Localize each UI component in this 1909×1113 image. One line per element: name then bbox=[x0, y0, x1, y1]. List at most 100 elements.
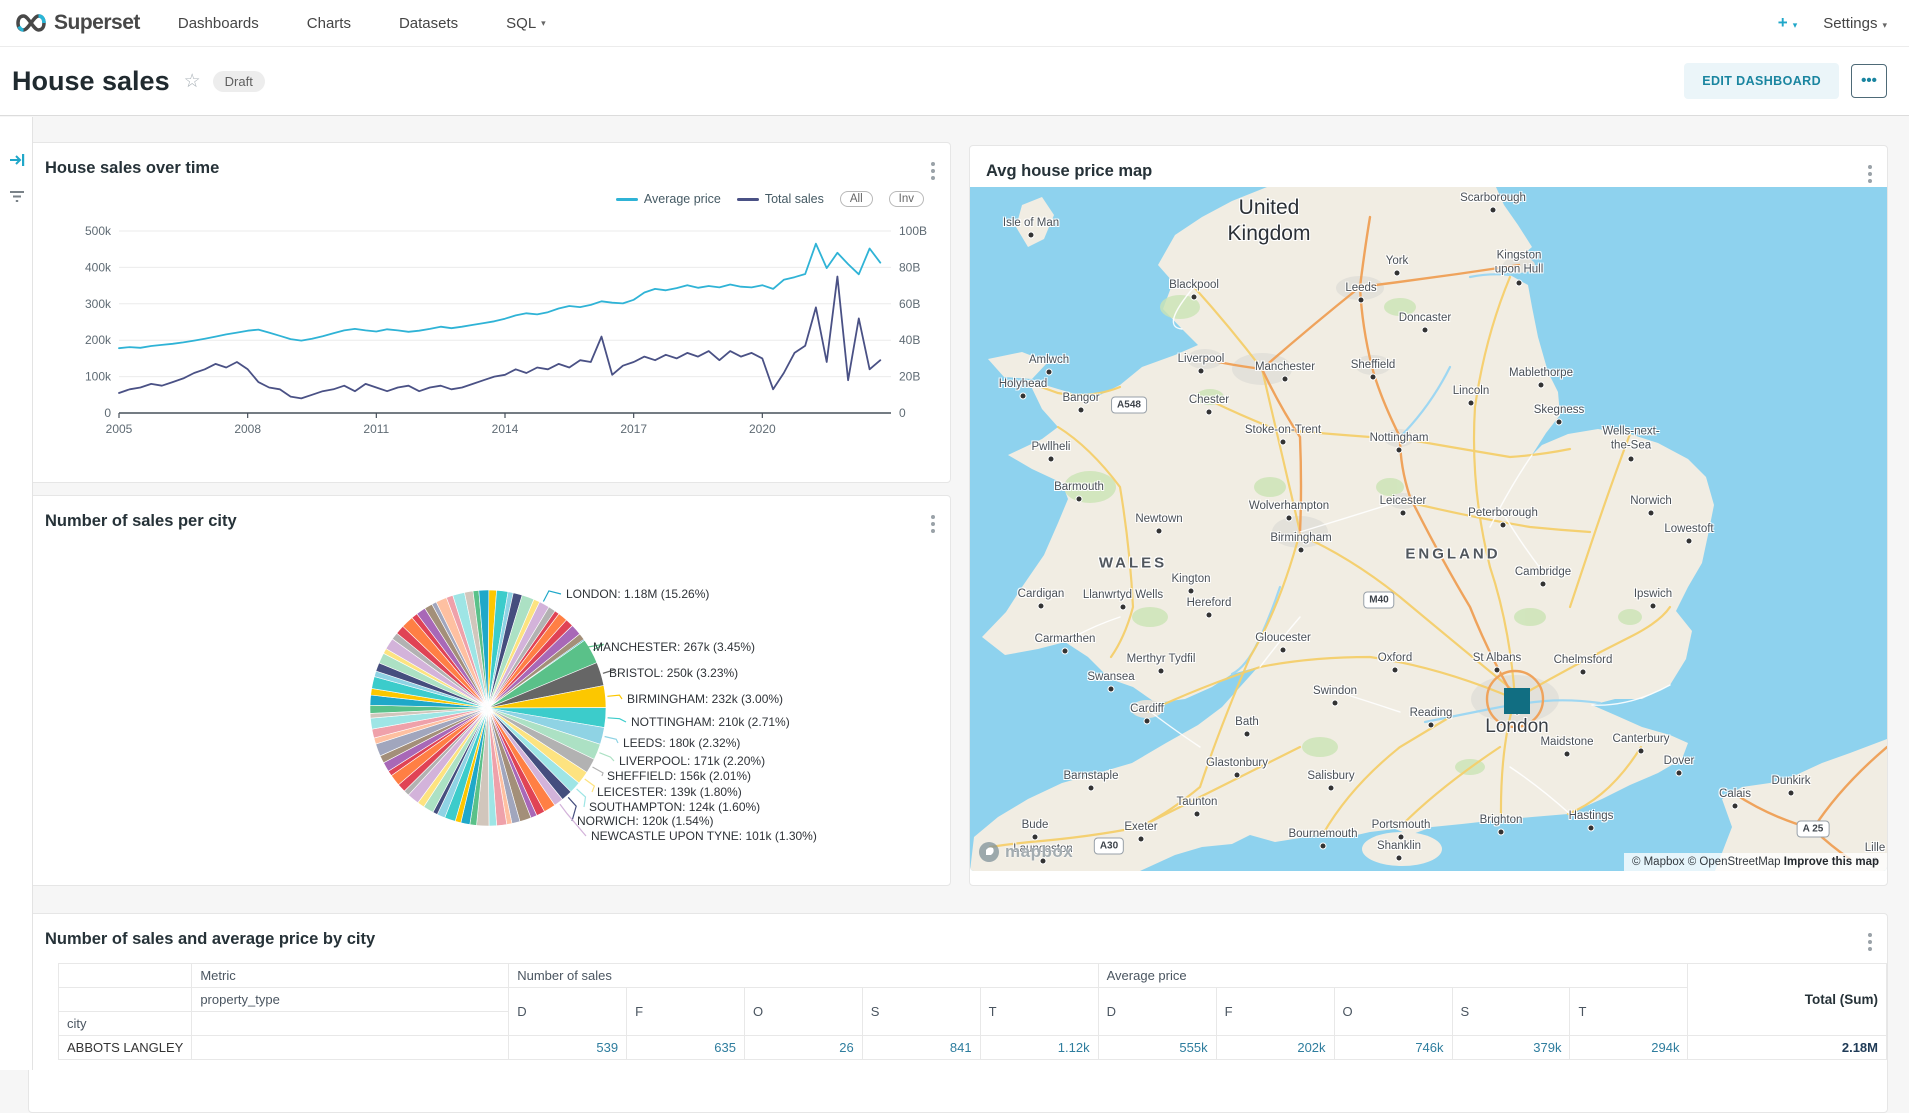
pie-slice-label: LONDON: 1.18M (15.26%) bbox=[566, 587, 710, 601]
value-cell[interactable]: 746k bbox=[1333, 1035, 1453, 1060]
map-label-england: ENGLAND bbox=[1405, 545, 1501, 563]
legend-item-total-sales[interactable]: Total sales bbox=[736, 192, 824, 206]
superset-logo[interactable]: Superset bbox=[0, 11, 154, 35]
map-place-dot bbox=[1540, 581, 1546, 587]
svg-text:0: 0 bbox=[899, 406, 906, 420]
map-place-dot bbox=[1280, 439, 1286, 445]
svg-text:80B: 80B bbox=[899, 260, 920, 274]
map-label-barmouth: Barmouth bbox=[1054, 480, 1104, 493]
nav-item-sql[interactable]: SQL ▾ bbox=[506, 14, 546, 32]
map-label-cardigan: Cardigan bbox=[1017, 587, 1065, 600]
legend-item-average-price[interactable]: Average price bbox=[615, 192, 721, 206]
map-label-doncaster: Doncaster bbox=[1398, 311, 1452, 324]
pie-slice-label: NORWICH: 120k (1.54%) bbox=[577, 814, 714, 828]
map-price-marker[interactable] bbox=[1504, 688, 1530, 714]
pie-slice-label: SOUTHAMPTON: 124k (1.60%) bbox=[589, 800, 761, 814]
map-label-scarborough: Scarborough bbox=[1460, 191, 1526, 204]
map-label-isle-of-man: Isle of Man bbox=[1002, 216, 1060, 229]
value-cell[interactable]: 841 bbox=[861, 1035, 981, 1060]
map-place-dot bbox=[1588, 825, 1594, 831]
chevron-down-icon: ▾ bbox=[541, 17, 546, 28]
dashboard-header: House sales ☆ Draft EDIT DASHBOARD ••• bbox=[0, 47, 1909, 116]
line-series-average-price bbox=[118, 242, 882, 350]
favorite-star-icon[interactable]: ☆ bbox=[183, 70, 201, 92]
dashboard-more-button[interactable]: ••• bbox=[1851, 64, 1887, 98]
value-cell[interactable]: 539 bbox=[508, 1035, 628, 1060]
map-label-york: York bbox=[1385, 254, 1409, 267]
map-place-dot bbox=[1062, 648, 1068, 654]
chart-menu-kebab-icon[interactable] bbox=[928, 159, 938, 183]
pie-slice-label: SHEFFIELD: 156k (2.01%) bbox=[607, 769, 752, 783]
page-title: House sales bbox=[12, 65, 170, 96]
nav-item-charts[interactable]: Charts bbox=[306, 14, 351, 32]
map-place-dot bbox=[1686, 538, 1692, 544]
map-place-dot bbox=[1078, 407, 1084, 413]
value-cell[interactable]: 555k bbox=[1097, 1035, 1217, 1060]
value-cell[interactable]: 202k bbox=[1215, 1035, 1335, 1060]
map-label-bournemouth: Bournemouth bbox=[1288, 827, 1358, 840]
header-col-S: S bbox=[861, 987, 981, 1036]
map-place-dot bbox=[1580, 669, 1586, 675]
map-place-dot bbox=[1490, 207, 1496, 213]
settings-menu[interactable]: Settings ▾ bbox=[1823, 14, 1887, 32]
chart-menu-kebab-icon[interactable] bbox=[1865, 930, 1875, 954]
map-label-brighton: Brighton bbox=[1479, 813, 1523, 826]
mapbox-logo[interactable]: mapbox bbox=[978, 841, 1073, 863]
map-place-dot bbox=[1234, 772, 1240, 778]
nav-item-dashboards[interactable]: Dashboards bbox=[177, 14, 259, 32]
map-label-dover: Dover bbox=[1663, 754, 1695, 767]
map-place-dot bbox=[1538, 382, 1544, 388]
map-label-launceston: Launceston bbox=[1013, 842, 1073, 855]
legend-select-all-button[interactable]: All bbox=[839, 191, 873, 207]
map-place-dot bbox=[1076, 496, 1082, 502]
chart-menu-kebab-icon[interactable] bbox=[1865, 162, 1875, 186]
row-label-city: ABBOTS LANGLEY bbox=[57, 1035, 193, 1060]
timeseries-line-chart[interactable]: 0 0 100k 20B 200k 40B 300k 60B 400k 80B 500k 100B 20… bbox=[29, 221, 952, 461]
map-place-dot bbox=[1422, 327, 1428, 333]
pie-slice-label: LIVERPOOL: 171k (2.20%) bbox=[619, 754, 766, 768]
table-cell bbox=[191, 1011, 510, 1036]
map-place-dot bbox=[1038, 603, 1044, 609]
pie-slice[interactable] bbox=[487, 633, 585, 709]
map-place-dot bbox=[1198, 368, 1204, 374]
value-cell[interactable]: 1.12k bbox=[979, 1035, 1099, 1060]
map-label-wells-next-: Wells-next-the-Sea bbox=[1602, 425, 1660, 452]
row-total[interactable]: 2.18M bbox=[1687, 1035, 1887, 1060]
mapbox-icon bbox=[979, 842, 999, 862]
value-cell[interactable]: 26 bbox=[743, 1035, 863, 1060]
map-label-skegness: Skegness bbox=[1533, 403, 1585, 416]
header-col-F: F bbox=[626, 987, 745, 1036]
edit-dashboard-button[interactable]: EDIT DASHBOARD bbox=[1684, 63, 1839, 99]
map-label-calais: Calais bbox=[1719, 787, 1751, 800]
mapbox-map[interactable]: United Kingdom Isle of Man Scarborough York L… bbox=[970, 187, 1887, 871]
chart-title: Number of sales and average price by cit… bbox=[45, 930, 376, 948]
map-place-dot bbox=[1020, 393, 1026, 399]
nav-item-datasets[interactable]: Datasets bbox=[398, 14, 459, 32]
legend-select-inverse-button[interactable]: Inv bbox=[888, 191, 924, 207]
brand-name: Superset bbox=[54, 11, 140, 34]
map-place-dot bbox=[1298, 547, 1304, 553]
pie-chart[interactable] bbox=[29, 496, 952, 887]
map-label-st-albans: St Albans bbox=[1472, 651, 1522, 664]
svg-text:300k: 300k bbox=[85, 297, 112, 311]
map-label-maidstone: Maidstone bbox=[1540, 735, 1594, 748]
map-place-dot bbox=[1370, 374, 1376, 380]
expand-filter-bar-icon[interactable] bbox=[0, 145, 33, 175]
map-label-salisbury: Salisbury bbox=[1307, 769, 1355, 782]
new-item-button[interactable]: + ▾ bbox=[1777, 13, 1798, 32]
chart-menu-kebab-icon[interactable] bbox=[928, 512, 938, 536]
svg-text:2005: 2005 bbox=[106, 422, 133, 436]
map-place-dot bbox=[1158, 668, 1164, 674]
road-shield-m40: M40 bbox=[1363, 591, 1395, 609]
map-place-dot bbox=[1732, 803, 1738, 809]
map-label-blackpool: Blackpool bbox=[1169, 278, 1219, 291]
value-cell[interactable]: 379k bbox=[1451, 1035, 1571, 1060]
value-cell[interactable]: 294k bbox=[1569, 1035, 1689, 1060]
map-place-dot bbox=[1468, 400, 1474, 406]
map-copyright[interactable]: © Mapbox © OpenStreetMap bbox=[1631, 856, 1781, 868]
svg-text:20B: 20B bbox=[899, 370, 920, 384]
filter-icon[interactable] bbox=[0, 181, 33, 211]
improve-map-link[interactable]: Improve this map bbox=[1783, 856, 1879, 868]
table-cell bbox=[191, 1035, 510, 1060]
value-cell[interactable]: 635 bbox=[626, 1035, 745, 1060]
